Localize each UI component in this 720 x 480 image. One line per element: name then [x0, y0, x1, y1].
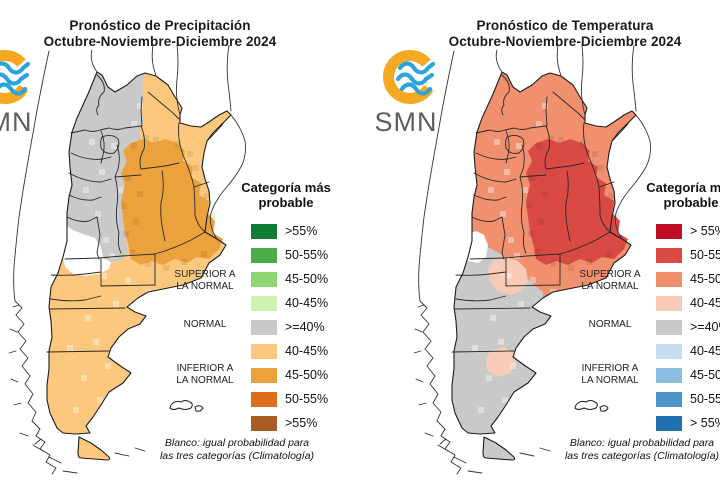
legend-item: 50-55% [251, 392, 328, 407]
legend-group-superior: SUPERIOR A LA NORMAL [174, 269, 236, 292]
legend-swatch [251, 224, 277, 239]
legend-group-normal: NORMAL [183, 319, 227, 330]
legend-label: 40-45% [690, 344, 720, 358]
legend-swatch [251, 392, 277, 407]
legend-group-superior: SUPERIOR A LA NORMAL [579, 269, 641, 292]
legend-group-inferior: INFERIOR A LA NORMAL [176, 363, 234, 386]
legend-swatch [251, 320, 277, 335]
legend-item: 50-55% [656, 392, 720, 407]
legend-item: 40-45% [656, 344, 720, 359]
title-line2: Octubre-Noviembre-Diciembre 2024 [448, 34, 682, 50]
page-title: Pronóstico de Precipitación Octubre-Novie… [0, 18, 335, 50]
legend-swatch [251, 272, 277, 287]
legend-item: >=40% [251, 320, 328, 335]
legend-label: 50-55% [690, 392, 720, 406]
legend-item: 40-45% [656, 296, 720, 311]
legend-swatch [656, 296, 682, 311]
legend-label: > 55% [690, 224, 720, 238]
legend-item: 45-50% [251, 272, 328, 287]
legend-swatch [656, 416, 682, 431]
legend-item: 45-50% [656, 272, 720, 287]
legend-swatch [251, 368, 277, 383]
legend-label: >=40% [285, 320, 325, 334]
legend-swatch [656, 344, 682, 359]
legend-item: >=40% [656, 320, 720, 335]
legend-swatch [656, 272, 682, 287]
footnote: Blanco: igual probabilidad para las tres … [564, 437, 720, 462]
legend-swatch [251, 296, 277, 311]
legend-item: > 55% [656, 416, 720, 431]
legend-label: 40-45% [285, 344, 329, 358]
legend-label: 40-45% [690, 296, 720, 310]
legend-swatch [656, 224, 682, 239]
legend-item: 40-45% [251, 296, 328, 311]
legend-label: 40-45% [285, 296, 329, 310]
temperature-panel: Pronóstico de Temperatura Octubre-Noviemb… [370, 0, 720, 480]
legend-swatch [656, 320, 682, 335]
legend-label: > 55% [690, 416, 720, 430]
legend-item: 45-50% [656, 368, 720, 383]
legend-label: >=40% [690, 320, 720, 334]
legend-swatch [656, 248, 682, 263]
legend-swatch [251, 344, 277, 359]
legend-label: 45-50% [690, 272, 720, 286]
legend-label: >55% [285, 416, 318, 430]
legend: > 55% 50-55% 45-50% 40-45% >=40% 40-45% … [656, 224, 720, 440]
legend-item: >55% [251, 224, 328, 239]
legend-item: 45-50% [251, 368, 328, 383]
page-title: Pronóstico de Temperatura Octubre-Noviemb… [390, 18, 720, 50]
legend-label: 45-50% [285, 272, 329, 286]
title-line1: Pronóstico de Precipitación [69, 18, 251, 34]
legend-item: 50-55% [656, 248, 720, 263]
legend-label: 45-50% [690, 368, 720, 382]
legend-group-inferior: INFERIOR A LA NORMAL [581, 363, 639, 386]
legend-label: 50-55% [285, 248, 329, 262]
legend-label: 45-50% [285, 368, 329, 382]
title-line2: Octubre-Noviembre-Diciembre 2024 [43, 34, 277, 50]
legend-swatch [251, 248, 277, 263]
legend-label: 50-55% [690, 248, 720, 262]
legend-item: 50-55% [251, 248, 328, 263]
title-line1: Pronóstico de Temperatura [476, 18, 654, 34]
legend-swatch [656, 368, 682, 383]
legend-label: 50-55% [285, 392, 329, 406]
legend-item: 40-45% [251, 344, 328, 359]
precipitation-panel: Pronóstico de Precipitación Octubre-Novie… [0, 18, 335, 475]
legend-label: >55% [285, 224, 318, 238]
legend-item: > 55% [656, 224, 720, 239]
legend-group-normal: NORMAL [588, 319, 632, 330]
legend: >55% 50-55% 45-50% 40-45% >=40% 40-45% 4… [251, 224, 328, 440]
legend-item: >55% [251, 416, 328, 431]
legend-swatch [656, 392, 682, 407]
legend-swatch [251, 416, 277, 431]
footnote: Blanco: igual probabilidad para las tres … [159, 437, 315, 462]
